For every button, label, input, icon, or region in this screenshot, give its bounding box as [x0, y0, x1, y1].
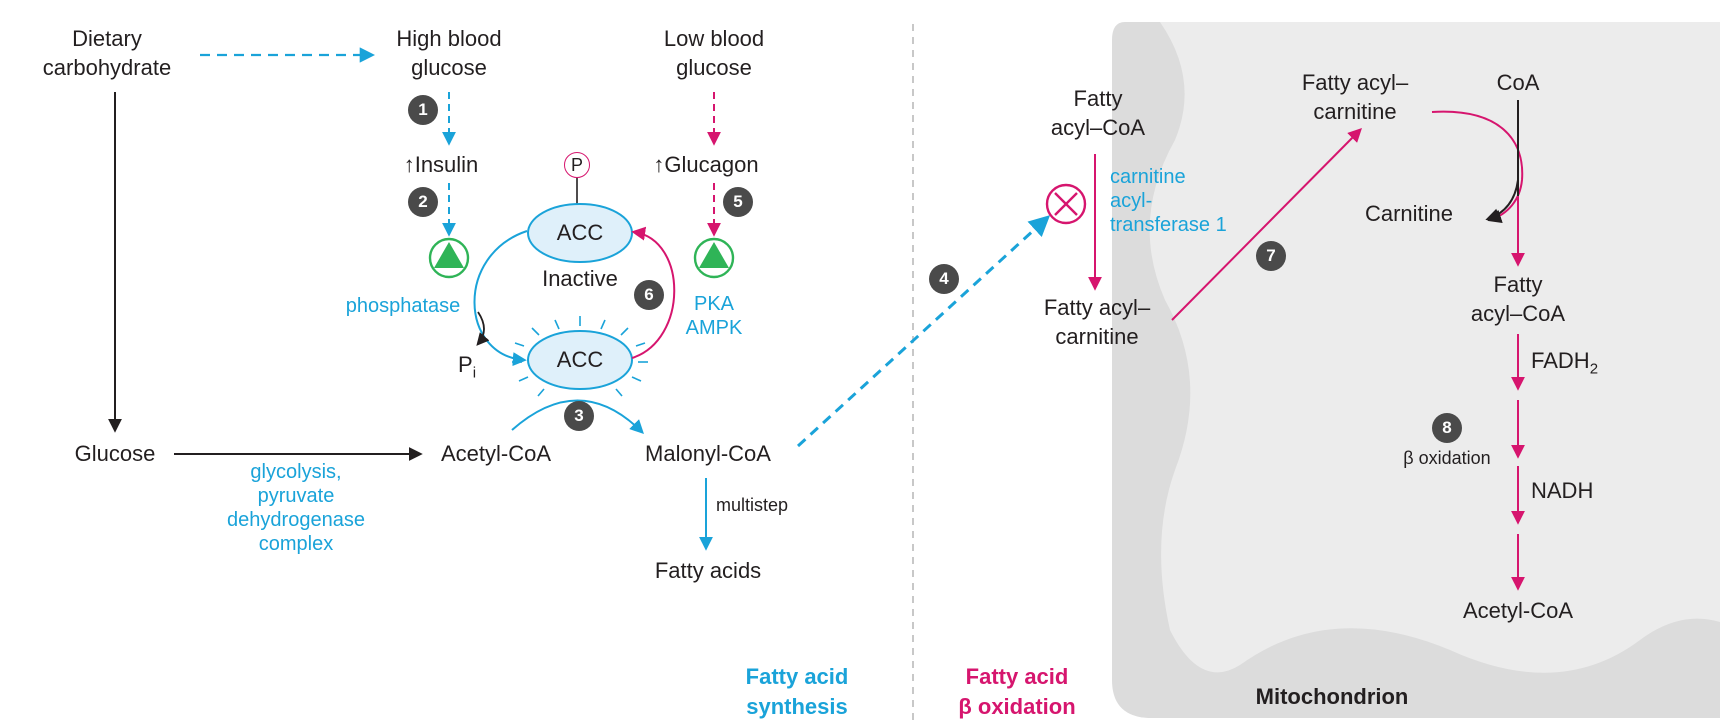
node-fatty-acyl-coa-cytosol: Fatty acyl–CoA — [1050, 86, 1146, 140]
step-badge-2: 2 — [408, 187, 438, 217]
label-fatty-acid-synthesis: Fatty acid synthesis — [745, 664, 849, 719]
pi-symbol: P — [458, 352, 473, 377]
arrow-kinase — [631, 226, 676, 359]
node-coa: CoA — [1496, 70, 1540, 95]
step-badge-6: 6 — [634, 280, 664, 310]
node-low-blood-glucose: Low blood glucose — [663, 26, 765, 80]
node-acetyl-coa: Acetyl-CoA — [440, 441, 552, 466]
step-badge-1: 1 — [408, 95, 438, 125]
node-fadh2: FADH2 — [1531, 346, 1598, 383]
arrow-phosphatase — [473, 230, 528, 367]
green-triangle-icon — [428, 237, 470, 279]
acc-inactive-state: Inactive — [542, 266, 618, 291]
node-high-blood-glucose: High blood glucose — [396, 26, 502, 80]
acc-active-ellipse — [527, 330, 633, 390]
acc-inactive-label: ACC — [556, 220, 604, 245]
mitochondrion-inner — [1149, 22, 1720, 673]
beta-oxidation-step-label: β oxidation — [1403, 448, 1491, 468]
node-fatty-acyl-carnitine-mito: Fatty acyl– carnitine — [1301, 70, 1409, 124]
arrow-carnitine-exchange — [1431, 110, 1524, 224]
arrow-pi-release — [476, 311, 490, 346]
fadh2-subscript: 2 — [1589, 360, 1599, 378]
pi-label: Pi — [458, 350, 476, 387]
node-nadh: NADH — [1531, 478, 1594, 503]
enzyme-phosphatase: phosphatase — [345, 295, 461, 317]
label-mitochondrion: Mitochondrion — [1255, 684, 1409, 709]
acc-active-rays — [512, 316, 648, 397]
node-fatty-acyl-coa-mito: Fatty acyl–CoA — [1470, 272, 1566, 326]
enzyme-cat1: carnitine acyl- transferase 1 — [1110, 166, 1227, 236]
node-fatty-acids: Fatty acids — [654, 558, 762, 583]
step-badge-5: 5 — [723, 187, 753, 217]
green-triangle-icon — [693, 237, 735, 279]
step-badge-3: 3 — [564, 401, 594, 431]
arrow-acetyl-to-malonyl — [511, 399, 644, 434]
label-fatty-acid-beta-oxidation: Fatty acid β oxidation — [958, 664, 1076, 719]
node-malonyl-coa: Malonyl-CoA — [645, 441, 771, 466]
pi-subscript: i — [472, 364, 477, 382]
acc-active-label: ACC — [556, 347, 604, 372]
node-glucagon: ↑Glucagon — [653, 152, 759, 177]
glycolysis-note: glycolysis, pyruvate dehydrogenase compl… — [227, 461, 365, 555]
node-dietary-carbohydrate: Dietary carbohydrate — [42, 26, 172, 80]
node-carnitine: Carnitine — [1364, 201, 1454, 226]
inhibit-circle-x-icon — [1045, 183, 1087, 225]
node-fatty-acyl-carnitine-cytosol: Fatty acyl– carnitine — [1043, 295, 1151, 349]
multistep-note: multistep — [716, 495, 789, 515]
node-acetyl-coa-mito: Acetyl-CoA — [1462, 598, 1574, 623]
step-badge-7: 7 — [1256, 241, 1286, 271]
arrow-malonyl-inhibit — [796, 215, 1051, 448]
node-insulin: ↑Insulin — [403, 152, 479, 177]
step-badge-8: 8 — [1432, 413, 1462, 443]
step-badge-4: 4 — [929, 264, 959, 294]
phosphate-tag: P — [564, 152, 590, 178]
enzyme-kinases: PKA AMPK — [685, 293, 743, 339]
node-glucose: Glucose — [74, 441, 156, 466]
arrow-transport — [1171, 128, 1362, 321]
arrow-carnitine-out — [1485, 179, 1519, 222]
fadh2-text: FADH — [1531, 348, 1590, 373]
